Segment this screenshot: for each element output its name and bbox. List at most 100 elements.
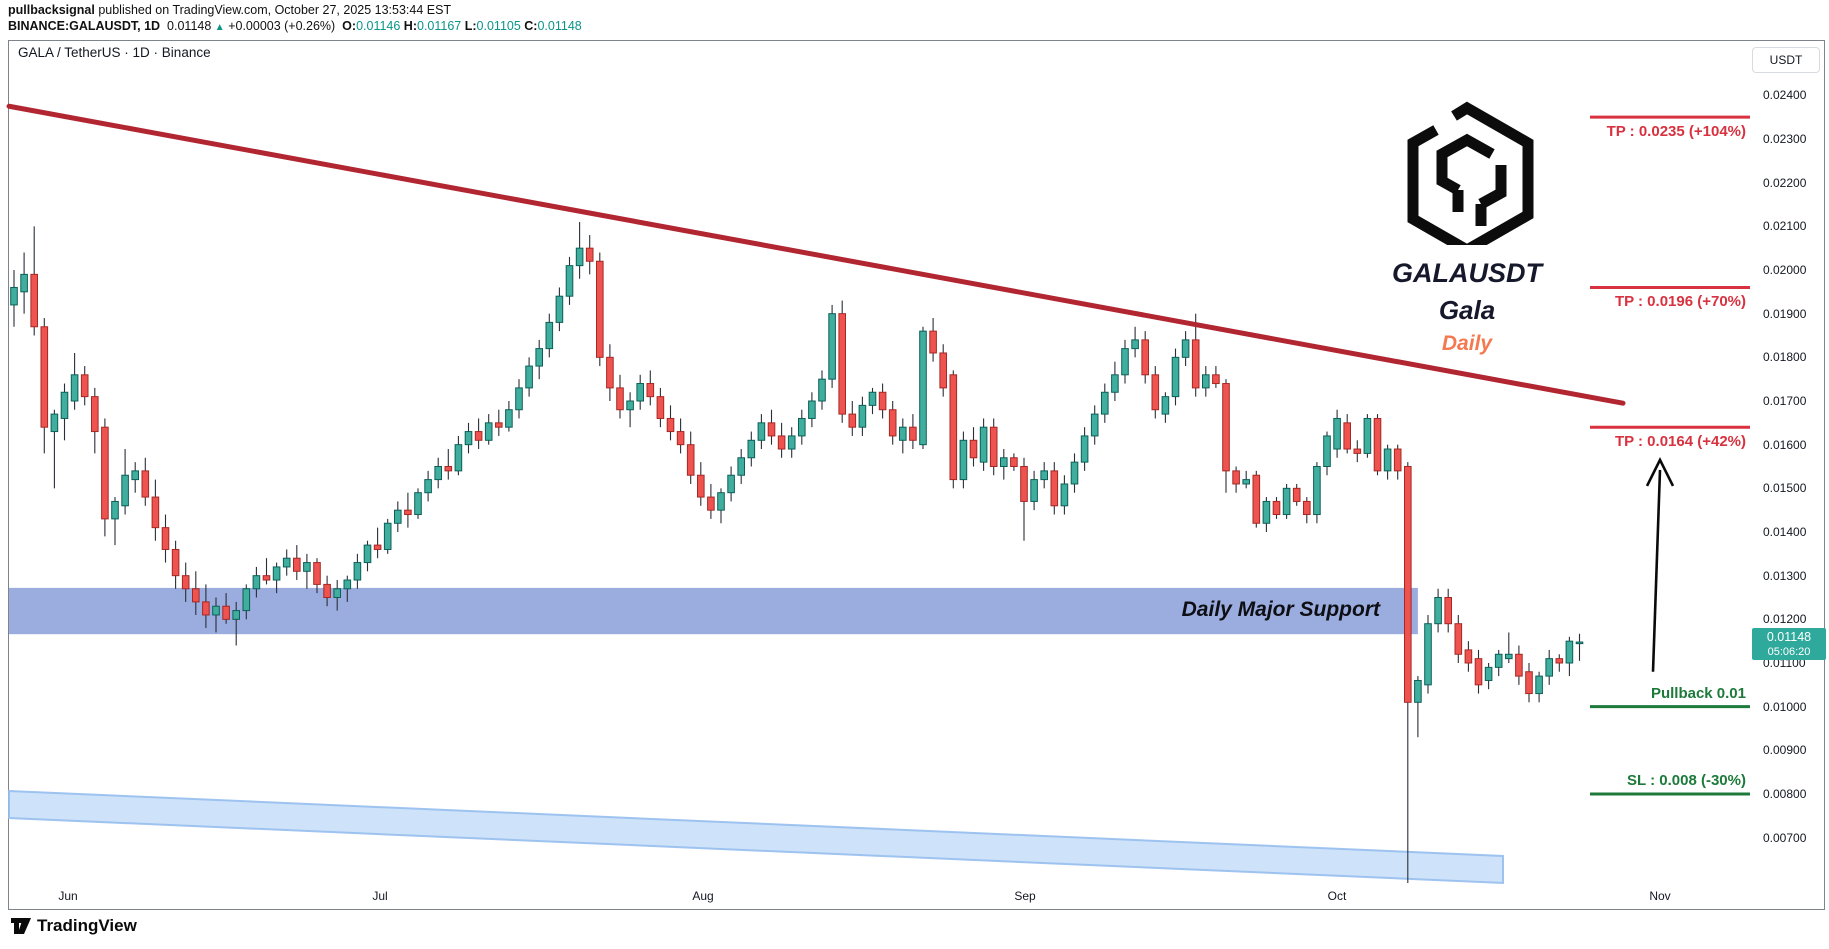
candle-down[interactable] (222, 605, 230, 620)
candle-down[interactable] (1191, 339, 1200, 389)
candle-up[interactable] (525, 365, 533, 389)
candle-down[interactable] (1393, 448, 1402, 472)
candle-up[interactable] (1414, 679, 1422, 703)
candle-down[interactable] (444, 465, 453, 472)
last-price-badge[interactable]: 0.01148 05:06:20 (1752, 628, 1826, 660)
candle-up[interactable] (899, 426, 907, 441)
candle-up[interactable] (1535, 675, 1543, 695)
candle-down[interactable] (606, 356, 614, 389)
candle-up[interactable] (959, 439, 968, 481)
candle-down[interactable] (1212, 374, 1220, 385)
chart-legend-title[interactable]: GALA / TetherUS · 1D · Binance (18, 45, 211, 60)
candle-up[interactable] (464, 431, 473, 446)
candle-up[interactable] (353, 562, 362, 581)
candle-down[interactable] (878, 391, 887, 411)
candle-up[interactable] (1030, 479, 1038, 502)
candle-up[interactable] (828, 313, 836, 380)
candle-down[interactable] (1525, 671, 1533, 695)
candle-up[interactable] (1282, 487, 1291, 516)
candle-up[interactable] (1565, 640, 1574, 664)
candle-up[interactable] (858, 404, 867, 428)
candle-up[interactable] (1434, 597, 1442, 625)
candle-down[interactable] (1404, 465, 1412, 703)
candle-up[interactable] (1181, 339, 1190, 358)
candle-up[interactable] (1121, 348, 1129, 376)
candle-down[interactable] (373, 544, 382, 550)
candle-down[interactable] (323, 583, 331, 599)
candle-up[interactable] (1333, 417, 1341, 450)
candle-down[interactable] (656, 396, 665, 419)
candle-down[interactable] (151, 496, 160, 529)
candle-up[interactable] (727, 474, 735, 494)
candle-up[interactable] (1202, 374, 1210, 389)
candle-down[interactable] (313, 562, 321, 585)
candle-down[interactable] (1010, 457, 1018, 467)
candle-up[interactable] (868, 391, 877, 406)
candle-down[interactable] (1444, 597, 1453, 625)
candle-up[interactable] (303, 562, 311, 572)
candle-up[interactable] (1131, 339, 1139, 350)
candle-up[interactable] (282, 557, 291, 568)
candle-up[interactable] (1545, 658, 1554, 677)
candle-down[interactable] (646, 383, 655, 398)
candle-up[interactable] (575, 247, 584, 267)
candle-up[interactable] (272, 566, 281, 581)
candle-down[interactable] (161, 527, 170, 550)
candle-down[interactable] (666, 417, 675, 433)
candle-up[interactable] (1494, 653, 1503, 668)
candle-down[interactable] (909, 426, 917, 441)
candle-down[interactable] (676, 431, 685, 446)
candle-up[interactable] (20, 273, 28, 293)
candle-up[interactable] (121, 474, 129, 507)
candle-down[interactable] (848, 413, 857, 428)
candle-up[interactable] (1171, 356, 1180, 398)
candle-down[interactable] (585, 247, 594, 262)
candle-down[interactable] (141, 470, 150, 498)
candle-down[interactable] (1252, 474, 1261, 524)
candle-up[interactable] (484, 422, 493, 441)
candle-up[interactable] (737, 457, 746, 476)
candle-down[interactable] (989, 426, 998, 467)
candle-up[interactable] (252, 575, 261, 590)
tp3-label[interactable]: TP : 0.0164 (+42%) (1614, 433, 1746, 451)
candle-down[interactable] (1292, 487, 1301, 502)
candle-down[interactable] (616, 387, 624, 411)
candle-up[interactable] (60, 391, 69, 419)
candle-up[interactable] (1484, 666, 1493, 681)
candle-down[interactable] (1515, 653, 1523, 677)
candle-up[interactable] (565, 265, 574, 297)
candle-down[interactable] (1232, 470, 1240, 485)
candle-down[interactable] (171, 548, 180, 577)
candle-up[interactable] (747, 439, 756, 459)
candle-down[interactable] (1353, 448, 1362, 454)
candle-up[interactable] (1323, 435, 1331, 467)
candle-up[interactable] (1040, 470, 1049, 481)
candle-down[interactable] (91, 396, 99, 433)
candle-up[interactable] (131, 470, 139, 481)
candle-down[interactable] (404, 509, 412, 516)
candle-up[interactable] (394, 509, 402, 524)
candle-down[interactable] (181, 575, 190, 590)
candle-down[interactable] (1303, 500, 1311, 516)
candle-up[interactable] (515, 387, 523, 411)
candle-up[interactable] (363, 544, 372, 564)
tp2-label[interactable]: TP : 0.0196 (+70%) (1614, 293, 1746, 311)
candle-up[interactable] (798, 417, 806, 437)
candle-up[interactable] (1090, 413, 1099, 437)
candle-down[interactable] (101, 426, 109, 520)
candle-down[interactable] (1020, 465, 1028, 502)
arrow-shaft[interactable] (1651, 469, 1662, 672)
candle-up[interactable] (1505, 653, 1513, 660)
candle-up[interactable] (343, 579, 352, 590)
candle-up[interactable] (505, 409, 513, 428)
candle-up[interactable] (1070, 461, 1079, 485)
candle-down[interactable] (202, 601, 210, 616)
candle-down[interactable] (838, 313, 847, 415)
candle-down[interactable] (192, 588, 200, 603)
tradingview-logo[interactable]: TradingView (10, 916, 137, 936)
candle-down[interactable] (767, 422, 776, 437)
currency-toggle-button[interactable]: USDT (1752, 47, 1820, 73)
candle-up[interactable] (818, 378, 826, 402)
sl-label[interactable]: SL : 0.008 (-30%) (1627, 772, 1746, 789)
